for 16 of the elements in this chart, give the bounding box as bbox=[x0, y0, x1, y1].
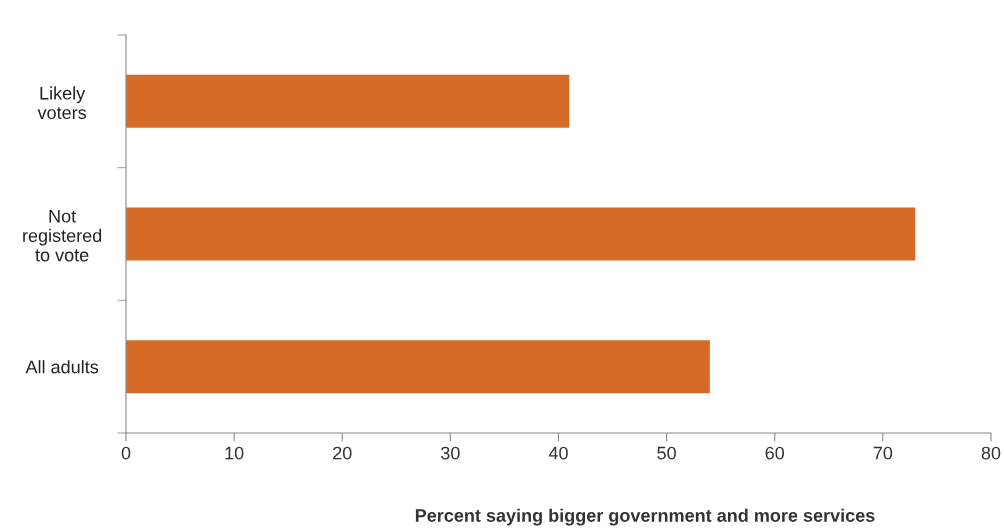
x-tick-label: 30 bbox=[441, 446, 460, 460]
x-tick-label: 60 bbox=[765, 446, 785, 460]
bar bbox=[126, 207, 916, 261]
x-tick-label: 0 bbox=[121, 446, 131, 460]
x-tick-label: 20 bbox=[333, 446, 352, 460]
x-tick-label: 10 bbox=[225, 446, 244, 460]
bar bbox=[126, 74, 570, 128]
x-tick-label: 50 bbox=[657, 446, 676, 460]
x-axis-title: Percent saying bigger government and more services bbox=[415, 508, 875, 526]
x-tick-label: 80 bbox=[981, 446, 1001, 460]
y-tick-label: Not registered to vote bbox=[23, 209, 102, 262]
x-tick-label: 40 bbox=[548, 446, 568, 460]
y-tick-label: All adults bbox=[25, 360, 99, 374]
y-tick-label: Likely voters bbox=[37, 86, 87, 120]
x-tick-label: 70 bbox=[873, 446, 893, 460]
bar bbox=[126, 340, 710, 394]
